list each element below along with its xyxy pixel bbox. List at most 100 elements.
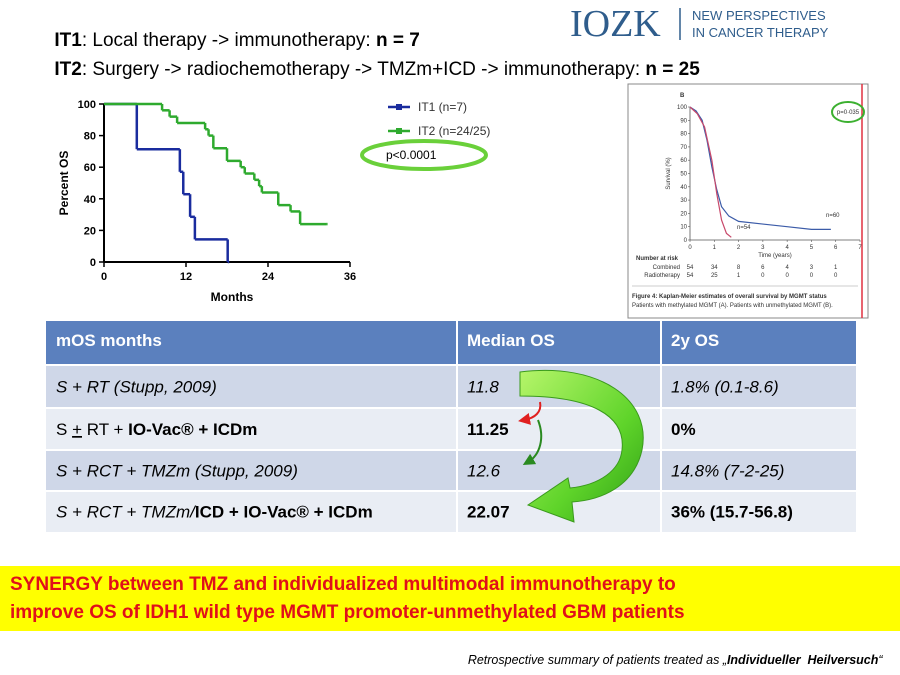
y-tick-label: 40	[84, 194, 96, 206]
inset-curve	[689, 106, 732, 238]
curve-label: n=54	[737, 225, 751, 231]
decrease-arrow	[518, 401, 542, 425]
table-header-bg	[46, 321, 856, 365]
count: n = 25	[645, 59, 700, 80]
inset-y-tick-label: 0	[684, 238, 688, 244]
inset-y-tick-label: 70	[680, 145, 687, 151]
annotation-ring	[360, 139, 488, 171]
inset-y-tick-label: 60	[680, 158, 687, 164]
caption: Patients with methylated MGMT (A). Patie…	[632, 303, 833, 309]
inset-annotation: p=0·035	[837, 110, 860, 116]
footer-text: “	[878, 653, 883, 667]
y-tick-label: 60	[84, 162, 96, 174]
banner-text: SYNERGY between TMZ and individualized m…	[10, 574, 676, 595]
risk-count: 34	[711, 265, 718, 271]
inset-x-tick-label: 5	[810, 245, 814, 251]
risk-count: 8	[737, 265, 741, 271]
legend-label: IT2 (n=24/25)	[418, 124, 490, 138]
legend-marker	[396, 128, 402, 134]
risk-count: 1	[737, 273, 741, 279]
table-cell: 11.8	[467, 378, 499, 397]
inset-x-tick-label: 4	[785, 245, 789, 251]
risk-count: 0	[834, 273, 838, 279]
trend-arrow	[519, 369, 644, 523]
inset-x-tick-label: 2	[737, 245, 741, 251]
cell-segment: IO-Vac® + ICDm	[128, 420, 257, 439]
curve-label: n=60	[826, 213, 840, 219]
legend-marker	[396, 104, 402, 110]
inset-y-tick-label: 80	[680, 132, 687, 138]
risk-count: 54	[687, 273, 694, 279]
inset-x-tick-label: 7	[858, 245, 862, 251]
y-axis-label: Percent OS	[57, 151, 71, 216]
title-line: IT1: Local therapy -> immunotherapy: n =…	[28, 30, 436, 51]
table-cell: 36% (15.7-56.8)	[671, 503, 793, 522]
cell-segment: S	[56, 420, 72, 439]
risk-group: Radiotherapy	[644, 273, 680, 279]
risk-group: Combined	[653, 265, 680, 271]
cell-segment: +	[72, 420, 82, 439]
table-row-bg	[46, 365, 856, 408]
x-tick-label: 24	[262, 271, 275, 283]
table-cell: S + RT + IO-Vac® + ICDm	[56, 420, 257, 439]
risk-count: 0	[761, 273, 765, 279]
banner-text: improve OS of IDH1 wild type MGMT promot…	[10, 602, 685, 623]
table: mOS months Median OS 2y OS S + RT (Stupp, 2…	[46, 321, 856, 532]
risk-title: Number at risk	[636, 256, 679, 262]
banner	[0, 566, 900, 631]
legend-label: IT1 (n=7)	[418, 100, 467, 114]
risk-count: 0	[785, 273, 789, 279]
logo-mark: IOZK	[570, 3, 661, 45]
caption: Figure 4: Kaplan-Meier estimates of over…	[632, 294, 827, 300]
inset-y-tick-label: 20	[680, 211, 687, 217]
annotation-ring	[831, 101, 865, 123]
table-cell: 14.8% (7-2-25)	[671, 462, 784, 481]
text: : Local therapy -> immunotherapy:	[82, 30, 376, 51]
table-cell: 22.07	[467, 503, 510, 522]
table-cell: S + RT (Stupp, 2009)	[56, 378, 217, 397]
risk-count: 25	[711, 273, 718, 279]
risk-count: 54	[687, 265, 694, 271]
table-header-cell: mOS months	[56, 331, 162, 350]
risk-count: 0	[810, 273, 814, 279]
inset-x-tick-label: 0	[688, 245, 692, 251]
risk-count: 4	[785, 265, 789, 271]
table-cell: 0%	[671, 420, 696, 439]
inset-x-tick-label: 6	[834, 245, 838, 251]
inset-y-tick-label: 50	[680, 172, 687, 178]
x-tick-label: 12	[180, 271, 192, 283]
label: IT1	[54, 30, 82, 51]
table-cell: 1.8% (0.1-8.6)	[671, 378, 779, 397]
table-row-bg	[46, 450, 856, 491]
risk-count: 1	[834, 265, 838, 271]
x-tick-label: 36	[344, 271, 356, 283]
inset-curve	[689, 106, 831, 230]
x-tick-label: 0	[101, 271, 107, 283]
table-header-cell: Median OS	[467, 331, 555, 350]
increase-arrow	[522, 419, 543, 466]
inset-y-tick-label: 30	[680, 198, 687, 204]
risk-count: 3	[810, 265, 814, 271]
km-chart: 0 20 40 60 80 100 0 12 24 36 Percent OS Months IT1 (…	[57, 99, 490, 304]
risk-count: 6	[761, 265, 765, 271]
y-tick-label: 80	[84, 131, 96, 143]
inset-frame	[627, 83, 869, 319]
inset-x-tick-label: 3	[761, 245, 765, 251]
table-row-bg	[46, 408, 856, 450]
table-cell: S + RCT + TMZm/ICD + IO-Vac® + ICDm	[56, 503, 373, 522]
logo-tagline: NEW PERSPECTIVES	[692, 8, 826, 23]
y-tick-label: 0	[90, 257, 96, 269]
panel-label: B	[680, 93, 685, 99]
table-row-bg	[46, 491, 856, 532]
text: : Surgery -> radiochemotherapy -> TMZm+I…	[82, 59, 646, 80]
inset-y-tick-label: 40	[680, 185, 687, 191]
label: IT2	[54, 59, 81, 80]
table-cell: 12.6	[467, 462, 501, 481]
x-axis-label: Months	[211, 290, 254, 304]
title-line: IT2: Surgery -> radiochemotherapy -> TMZ…	[28, 59, 716, 80]
inset-y-tick-label: 90	[680, 118, 687, 124]
inset-y-label: Survival (%)	[666, 157, 672, 189]
inset-y-tick-label: 10	[680, 225, 687, 231]
